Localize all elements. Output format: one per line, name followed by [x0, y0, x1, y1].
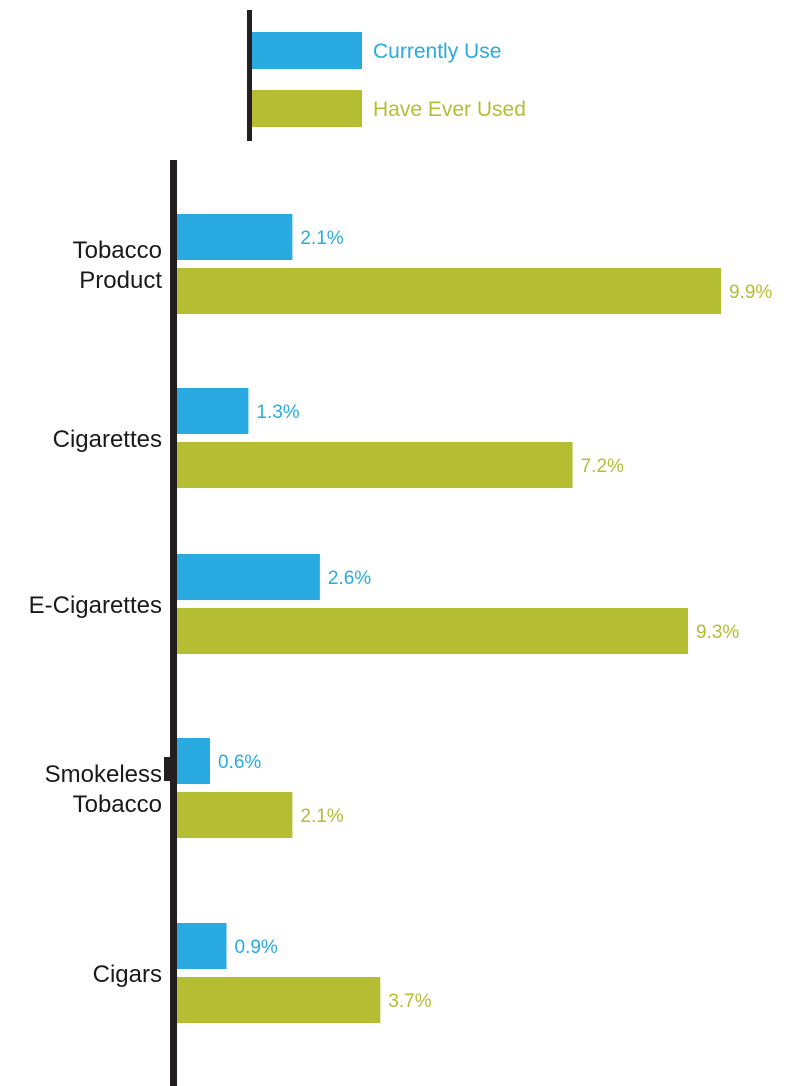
- data-label-currently-use-cigarettes: 1.3%: [256, 402, 299, 423]
- legend: Currently Use Have Ever Used: [247, 10, 526, 141]
- data-label-have-ever-used-e-cigarettes: 9.3%: [696, 622, 739, 643]
- bar-currently-use-cigars: [177, 923, 227, 969]
- legend-label-currently-use: Currently Use: [373, 40, 501, 63]
- category-label-smokeless-tobacco-line-2: Tobacco: [73, 791, 162, 818]
- bar-have-ever-used-cigars: [177, 977, 381, 1023]
- data-label-currently-use-smokeless-tobacco: 0.6%: [218, 752, 261, 773]
- data-label-have-ever-used-cigars: 3.7%: [388, 991, 431, 1012]
- bar-have-ever-used-tobacco-product: [177, 268, 721, 314]
- bar-currently-use-e-cigarettes: [177, 554, 320, 600]
- category-label-cigarettes: Cigarettes: [53, 426, 162, 453]
- legend-swatch-currently-use: [252, 32, 362, 69]
- legend-axis-line: [247, 10, 252, 141]
- category-label-smokeless-tobacco-line-1: Smokeless: [45, 761, 162, 788]
- bar-have-ever-used-e-cigarettes: [177, 608, 688, 654]
- bar-currently-use-cigarettes: [177, 388, 249, 434]
- data-label-have-ever-used-smokeless-tobacco: 2.1%: [300, 806, 343, 827]
- data-label-currently-use-e-cigarettes: 2.6%: [328, 568, 371, 589]
- legend-swatch-have-ever-used: [252, 90, 362, 127]
- data-label-currently-use-cigars: 0.9%: [235, 937, 278, 958]
- category-label-tobacco-product-line-2: Product: [79, 267, 162, 294]
- category-label-tobacco-product-line-1: Tobacco: [73, 237, 162, 264]
- category-label-cigars: Cigars: [93, 961, 162, 988]
- data-label-currently-use-tobacco-product: 2.1%: [300, 228, 343, 249]
- bar-currently-use-smokeless-tobacco: [177, 738, 210, 784]
- category-axis-line: [170, 160, 177, 1086]
- data-label-have-ever-used-tobacco-product: 9.9%: [729, 282, 772, 303]
- category-label-e-cigarettes: E-Cigarettes: [29, 592, 162, 619]
- bar-have-ever-used-cigarettes: [177, 442, 573, 488]
- legend-label-have-ever-used: Have Ever Used: [373, 98, 526, 121]
- chart-marks: 2.1% 9.9% Tobacco Product 1.3% 7.2% Cigarettes…: [29, 214, 772, 1023]
- data-label-have-ever-used-cigarettes: 7.2%: [581, 456, 624, 477]
- bar-currently-use-tobacco-product: [177, 214, 293, 260]
- axis-tick-mark: [164, 757, 170, 781]
- bar-have-ever-used-smokeless-tobacco: [177, 792, 293, 838]
